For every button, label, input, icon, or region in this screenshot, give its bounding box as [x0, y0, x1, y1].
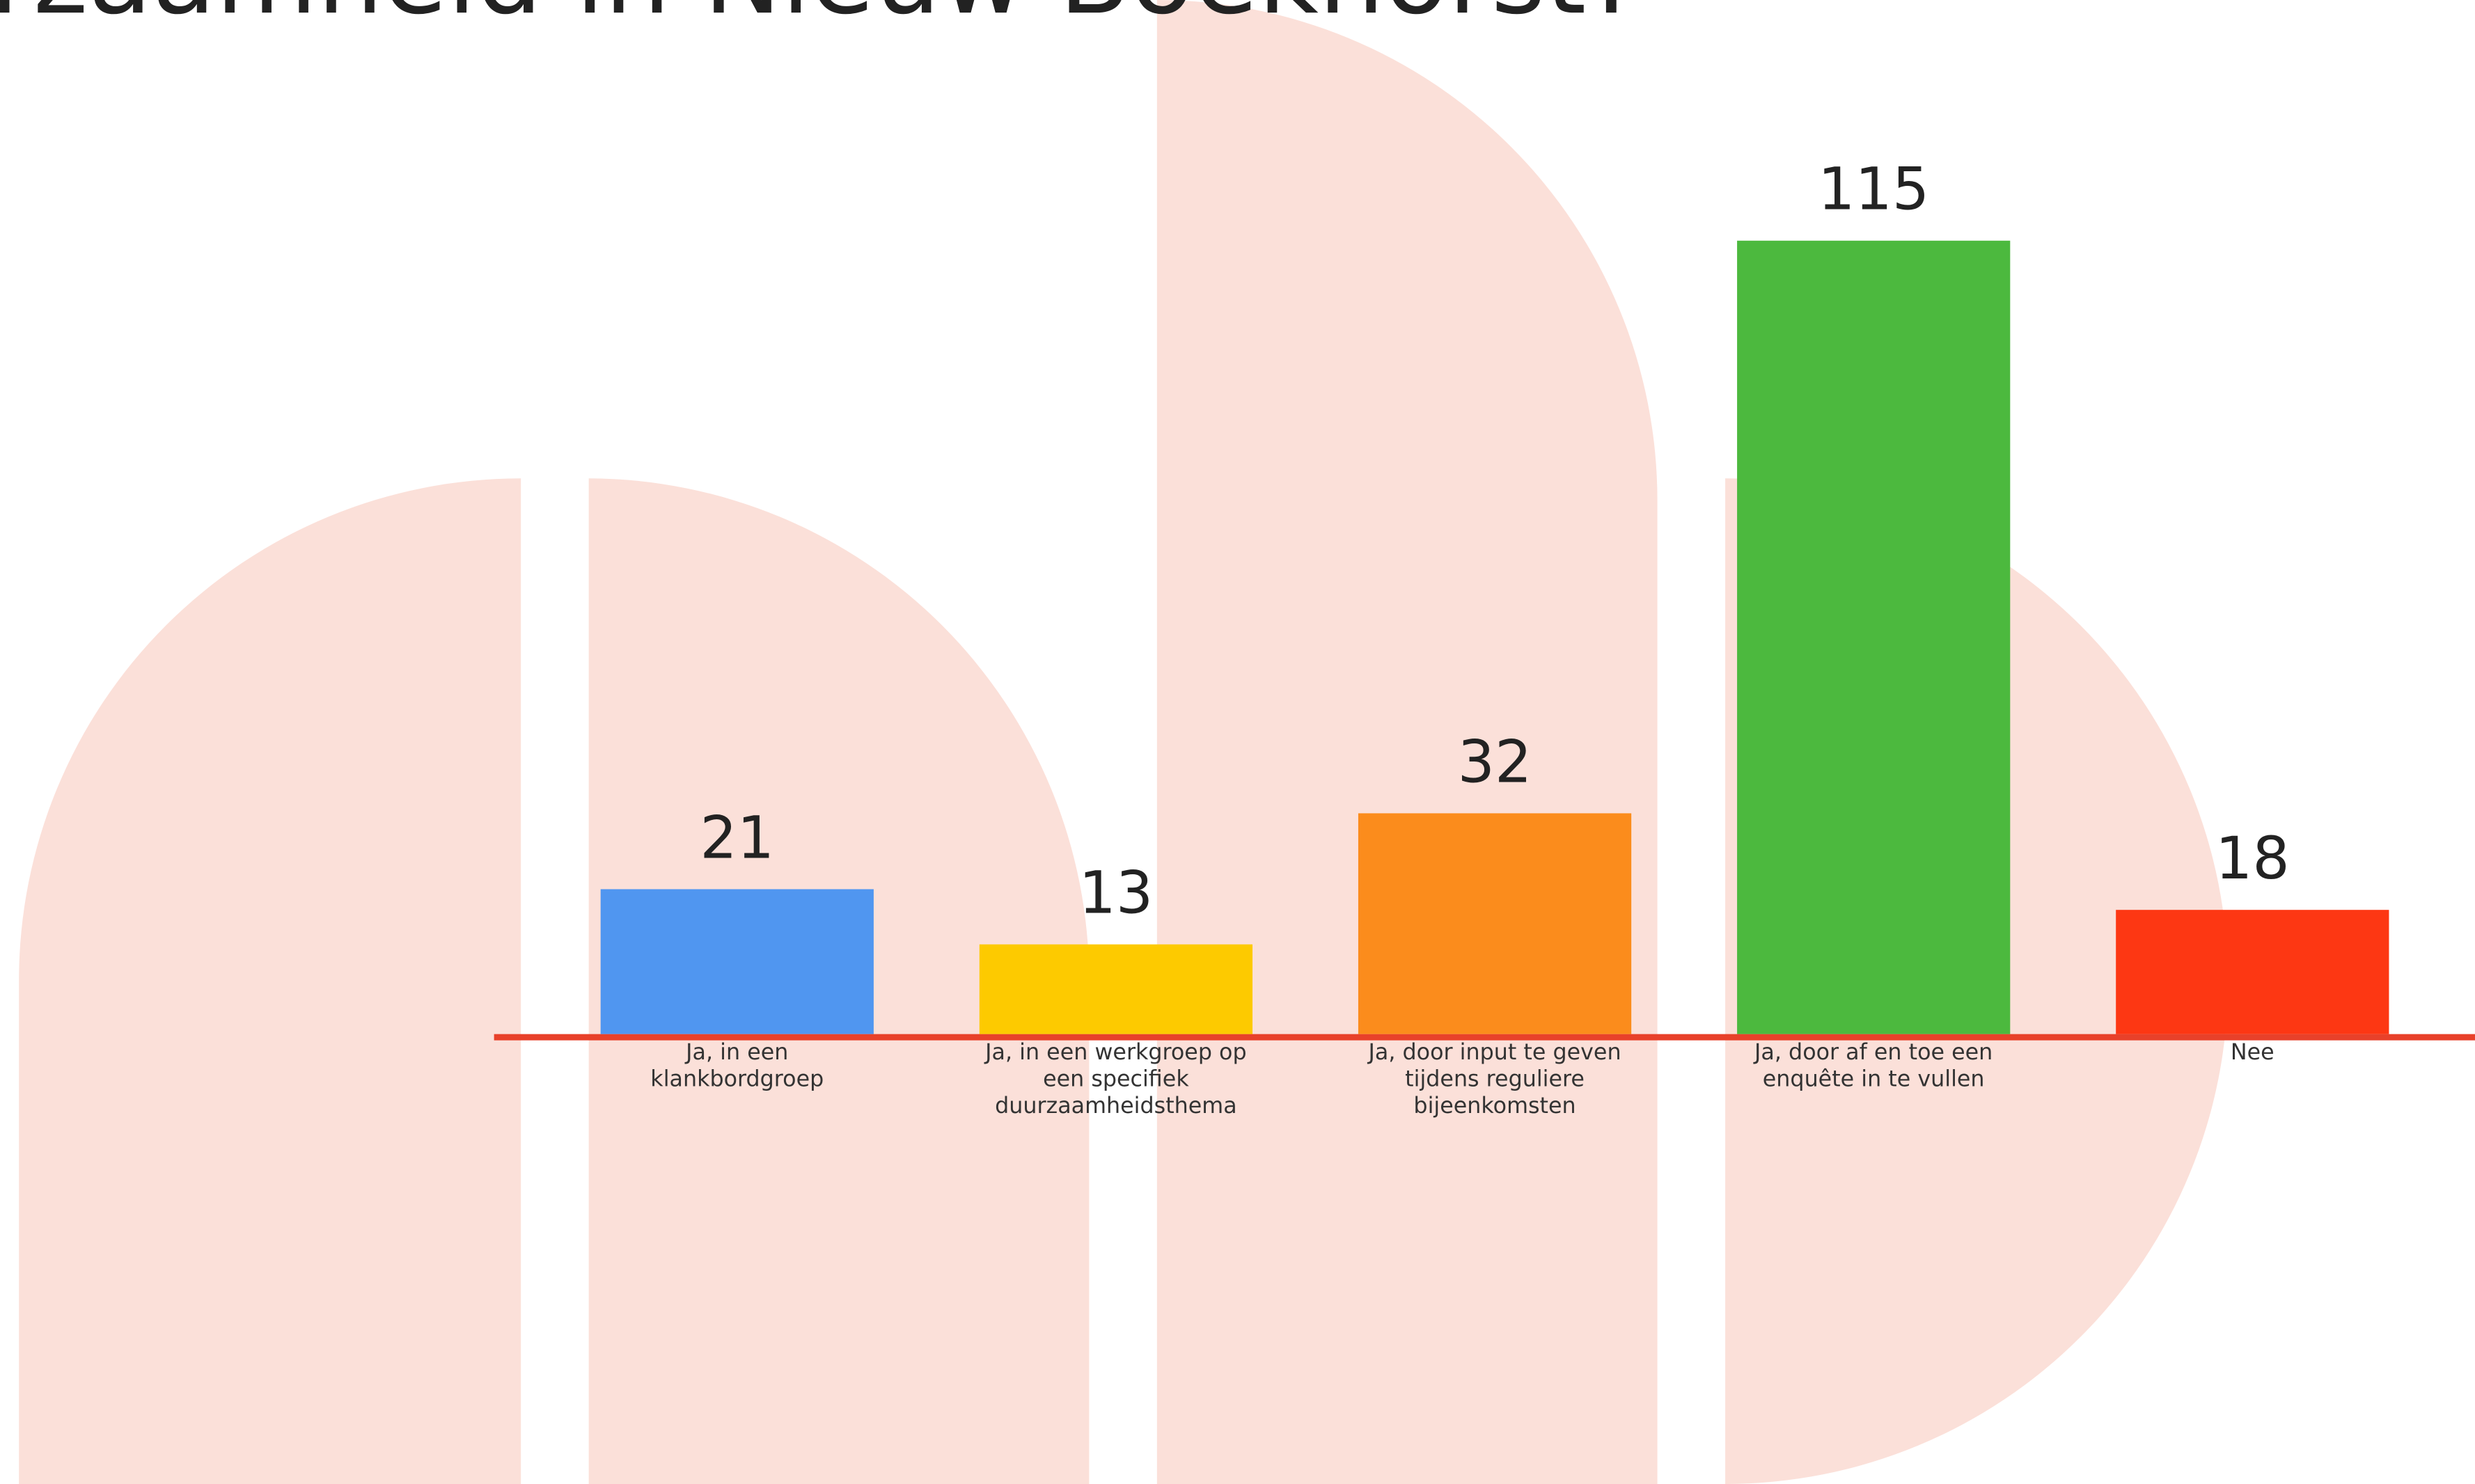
- bar: [1737, 240, 2011, 1034]
- value-label: 115: [1818, 155, 1929, 223]
- value-label: 18: [2215, 824, 2290, 892]
- chart-title: rzaamheid in Nieuw Boekhorst?: [0, 0, 1642, 38]
- x-label-box: Ja, door input te geven tijdens regulier…: [1368, 1040, 1621, 1120]
- bar: [1358, 813, 1632, 1034]
- bar: [2116, 910, 2389, 1034]
- x-label-box: Ja, in een werkgroep op een specifiek du…: [985, 1040, 1247, 1120]
- bar: [979, 944, 1253, 1034]
- value-label: 32: [1458, 727, 1532, 796]
- bg-shape: [19, 478, 521, 1484]
- x-label-box: Nee: [2230, 1040, 2274, 1066]
- value-label: 13: [1079, 859, 1154, 927]
- x-tick-label: Nee: [2230, 1040, 2274, 1066]
- x-label-box: Ja, in een klankbordgroep: [650, 1040, 824, 1093]
- value-label: 21: [700, 803, 774, 871]
- bar: [600, 889, 874, 1034]
- bg-shape: [1156, 0, 1658, 1484]
- x-label-box: Ja, door af en toe een enquête in te vul…: [1754, 1040, 1993, 1093]
- x-tick-label: Ja, door input te geven tijdens regulier…: [1368, 1040, 1621, 1120]
- x-tick-label: Ja, in een werkgroep op een specifiek du…: [985, 1040, 1247, 1120]
- x-tick-label: Ja, in een klankbordgroep: [650, 1040, 824, 1093]
- x-tick-label: Ja, door af en toe een enquête in te vul…: [1754, 1040, 1993, 1093]
